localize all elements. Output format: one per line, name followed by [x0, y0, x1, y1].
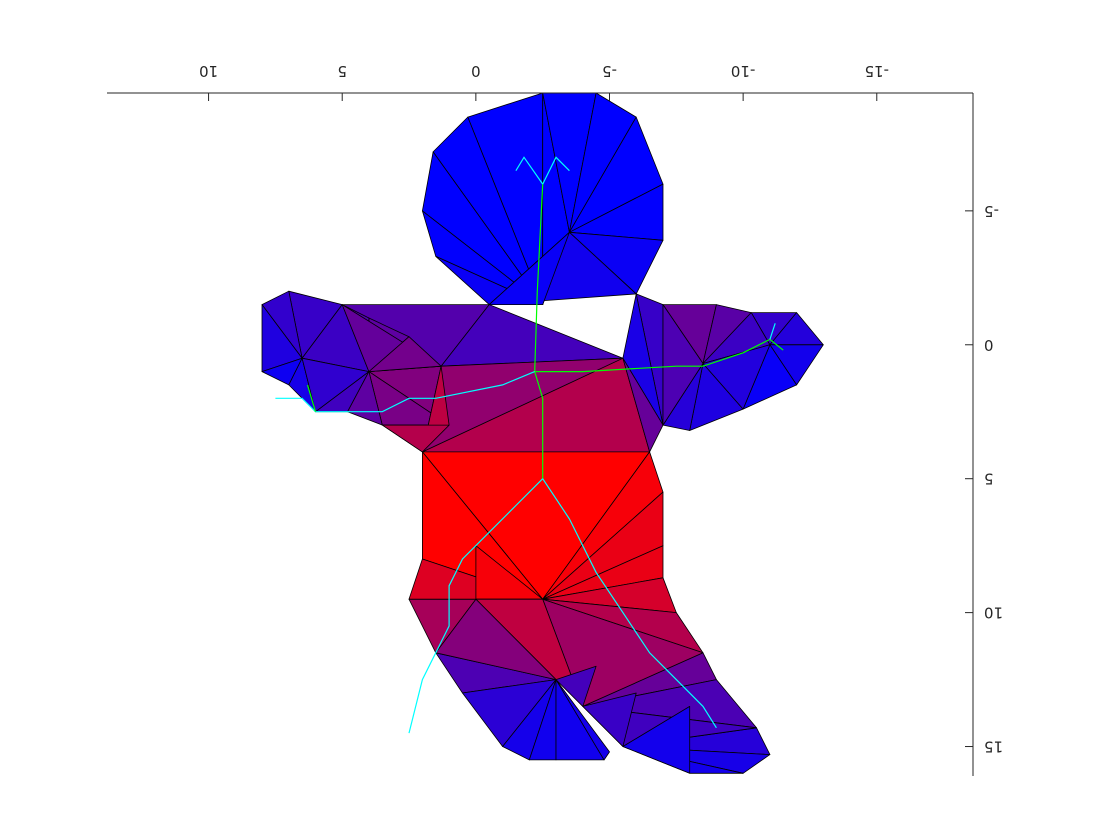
- x-tick-label: 5: [337, 62, 347, 80]
- skeleton-edge-5: [275, 371, 535, 413]
- skeleton-edge-6: [306, 384, 317, 412]
- skeleton-edge-4: [769, 323, 776, 340]
- mesh-triangle-42: [368, 336, 442, 373]
- mesh-triangle-48: [381, 424, 450, 453]
- mesh-triangle-12: [488, 231, 570, 306]
- skeleton-edge-7: [408, 478, 544, 734]
- x-tick-label: -5: [602, 62, 617, 80]
- x-tick-label: -15: [865, 62, 890, 80]
- axes: 10 5 0 -5 -10 -15 -5 0 5 10 15: [107, 62, 1003, 776]
- skeleton-edge-8: [542, 478, 717, 729]
- mesh-triangle-70: [555, 679, 610, 761]
- skeleton-lines: [275, 156, 784, 734]
- y-tick-label: 5: [984, 470, 994, 488]
- y-tick-label: 15: [984, 738, 1003, 756]
- mesh-triangle-23: [662, 304, 704, 426]
- y-axis-ticks: -5 0 5 10 15: [965, 202, 1003, 756]
- mesh-triangles: [261, 92, 824, 774]
- mesh-triangle-76: [582, 692, 637, 747]
- mesh-triangle-47: [622, 357, 664, 453]
- x-tick-label: -10: [731, 62, 756, 80]
- y-tick-label: -5: [984, 202, 999, 220]
- mesh-triangle-74: [435, 598, 557, 680]
- skeleton-edge-1: [515, 156, 544, 185]
- x-tick-label: 10: [199, 62, 218, 80]
- x-axis-ticks: 10 5 0 -5 -10 -15: [199, 62, 889, 101]
- y-tick-label: 10: [984, 604, 1003, 622]
- y-tick-label: 0: [984, 336, 994, 354]
- x-tick-label: 0: [471, 62, 481, 80]
- mesh-triangle-77: [622, 706, 691, 774]
- mesh-triangle-39: [301, 357, 370, 413]
- skeleton-edge-2: [542, 156, 570, 185]
- mesh-triangle-75: [555, 665, 597, 707]
